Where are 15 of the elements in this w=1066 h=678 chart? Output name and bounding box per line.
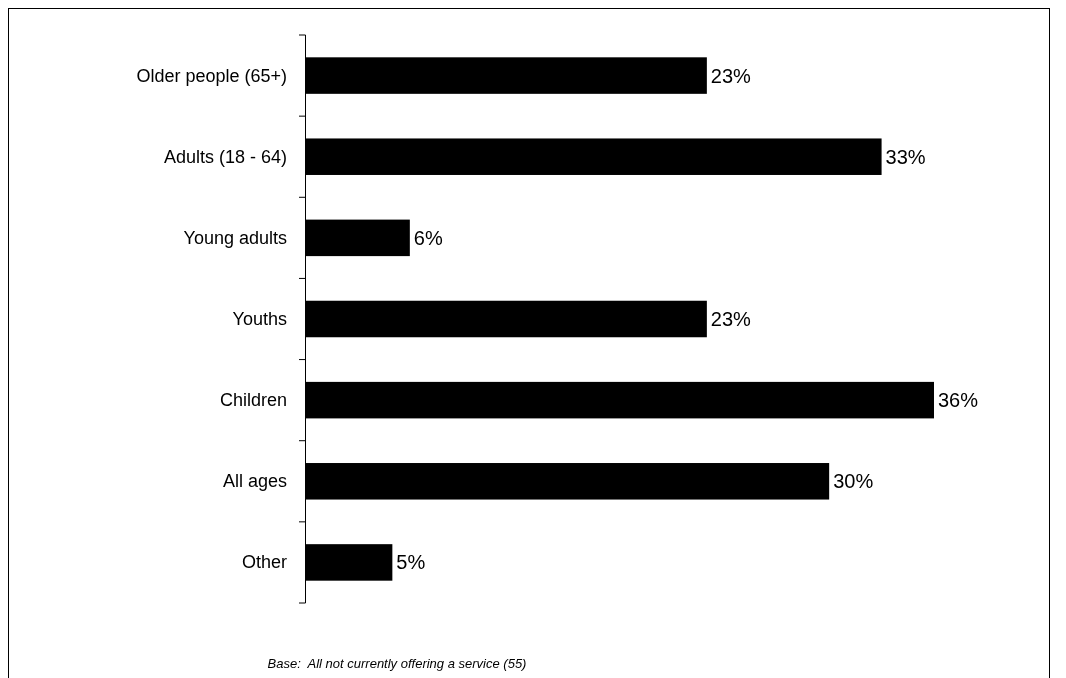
data-label: 33% bbox=[885, 145, 926, 168]
y-tick-label: Children bbox=[219, 390, 287, 411]
text: Base: All not currently offering a service (55) bbox=[267, 656, 527, 671]
data-label: 5% bbox=[396, 551, 426, 574]
y-tick-label: Older people (65+) bbox=[136, 65, 287, 86]
y-tick-label: Youths bbox=[232, 309, 287, 329]
data-label: 36% bbox=[938, 389, 979, 412]
data-label: 23% bbox=[710, 64, 752, 87]
y-tick-label: Young adults bbox=[183, 227, 287, 248]
data-label: 23% bbox=[710, 308, 752, 330]
data-label: 6% bbox=[413, 226, 443, 249]
data-label: 30% bbox=[833, 470, 874, 493]
y-tick-label: All ages bbox=[222, 471, 287, 492]
y-tick-label: Other bbox=[241, 552, 287, 573]
y-tick-label: Adults (18 - 64) bbox=[163, 146, 287, 167]
